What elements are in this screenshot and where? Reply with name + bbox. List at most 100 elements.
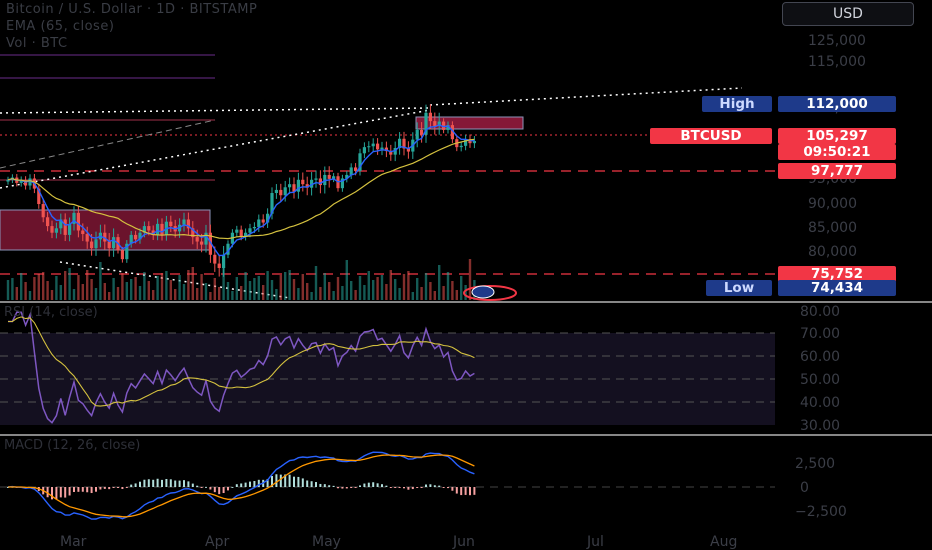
macd-histogram-bar <box>213 487 216 493</box>
volume-bar <box>354 290 357 300</box>
macd-histogram-bar <box>301 478 304 487</box>
macd-histogram-bar <box>68 487 71 496</box>
candle-body <box>314 178 318 180</box>
candle-body <box>195 237 199 242</box>
macd-histogram-bar <box>196 485 199 487</box>
candle <box>301 172 305 192</box>
macd-histogram-bar <box>279 474 282 487</box>
volume-bar <box>244 272 247 300</box>
candle-body <box>442 121 446 130</box>
rsi-axis-label: 30.00 <box>800 418 840 434</box>
volume-bar <box>28 291 32 300</box>
volume-bar <box>402 274 406 300</box>
symbol-tag: BTCUSD <box>650 128 772 144</box>
volume-bar <box>147 281 150 300</box>
volume-bar <box>6 280 10 300</box>
macd-histogram-bar <box>407 487 410 490</box>
volume-bar <box>328 282 331 300</box>
volume-bar <box>420 287 423 300</box>
macd-histogram-bar <box>191 483 194 487</box>
macd-histogram-bar <box>350 487 353 488</box>
volume-bar <box>306 283 309 300</box>
candle <box>362 142 366 159</box>
volume-bar <box>297 288 300 300</box>
macd-histogram-bar <box>95 487 97 492</box>
candle-body <box>191 228 195 238</box>
volume-bar <box>90 279 93 300</box>
candle-body <box>424 112 428 135</box>
volume-bar <box>204 283 208 300</box>
candle-body <box>134 234 138 240</box>
volume-bar <box>468 259 472 300</box>
volume-bar <box>319 287 322 300</box>
candle <box>138 228 142 244</box>
rsi-axis-label: 70.00 <box>800 326 840 342</box>
volume-bar <box>112 278 115 300</box>
volume-bar <box>125 282 128 300</box>
candle-body <box>63 219 67 235</box>
volume-legend: Vol · BTC <box>6 36 68 51</box>
candle <box>349 163 353 180</box>
candle-body <box>415 129 419 140</box>
macd-histogram-bar <box>99 487 102 490</box>
currency-button[interactable]: USD <box>782 2 914 26</box>
trendline <box>0 109 431 189</box>
candle-body <box>437 121 441 126</box>
candle-body <box>261 219 265 223</box>
candle-body <box>129 234 133 244</box>
candle-body <box>257 219 261 227</box>
macd-histogram-bar <box>332 485 335 487</box>
macd-histogram-bar <box>447 487 449 489</box>
macd-histogram-bar <box>451 487 454 491</box>
macd-histogram-bar <box>90 487 93 494</box>
price-axis-label: 125,000 <box>808 33 866 49</box>
volume-bar <box>55 276 58 300</box>
macd-histogram-bar <box>464 487 467 495</box>
time-axis-label: May <box>312 534 341 550</box>
volume-bar <box>446 272 450 300</box>
volume-bar <box>77 275 80 300</box>
candle <box>81 223 85 242</box>
macd-histogram-bar <box>473 487 476 495</box>
candle-body <box>19 180 23 183</box>
candle <box>213 246 217 272</box>
macd-histogram-bar <box>64 487 67 498</box>
candle-body <box>252 226 256 229</box>
macd-histogram-bar <box>174 480 177 487</box>
candle <box>226 240 230 259</box>
macd-histogram-bar <box>134 483 137 487</box>
volume-bar <box>37 274 40 300</box>
candle-body <box>433 121 437 126</box>
macd-histogram-bar <box>275 474 278 487</box>
support-upper-tag: 97,777 <box>778 163 896 179</box>
candle <box>376 138 380 155</box>
candle-body <box>393 148 397 155</box>
macd-histogram-bar <box>235 484 238 487</box>
volume-bar <box>86 270 89 300</box>
macd-histogram-bar <box>297 476 300 487</box>
volume-bar <box>99 262 102 300</box>
candle-body <box>41 204 45 218</box>
volume-bar <box>266 271 269 300</box>
volume-bar <box>394 279 397 300</box>
candle-body <box>147 226 151 231</box>
macd-histogram-bar <box>178 480 181 487</box>
candle <box>112 228 116 257</box>
candle <box>345 171 349 183</box>
time-axis-label: Jul <box>586 534 604 550</box>
candle-body <box>24 180 28 186</box>
macd-histogram-bar <box>455 487 458 494</box>
rsi-axis-label: 80.00 <box>800 304 840 320</box>
macd-histogram-bar <box>249 481 251 487</box>
candle-body <box>406 148 410 152</box>
candle <box>332 173 336 183</box>
candle <box>129 231 133 248</box>
volume-bar <box>429 282 432 300</box>
candle-body <box>305 184 309 188</box>
candle-body <box>200 241 204 245</box>
candle-body <box>345 174 349 179</box>
volume-bar <box>191 267 194 300</box>
macd-histogram-bar <box>293 476 295 487</box>
candle <box>235 225 239 237</box>
